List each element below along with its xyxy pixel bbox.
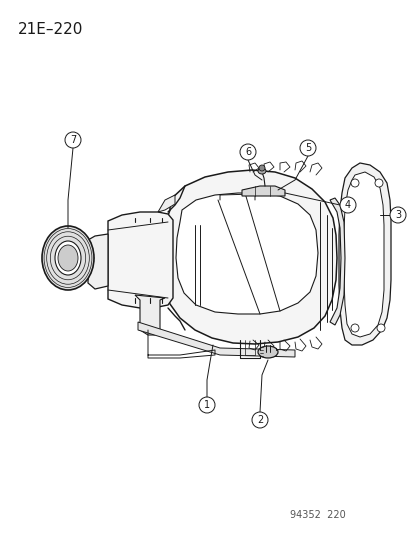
- Polygon shape: [88, 234, 108, 289]
- Polygon shape: [343, 172, 383, 337]
- Text: 94352  220: 94352 220: [289, 510, 345, 520]
- Polygon shape: [176, 193, 317, 314]
- Text: 7: 7: [70, 135, 76, 145]
- Ellipse shape: [257, 168, 266, 174]
- Circle shape: [240, 144, 255, 160]
- Polygon shape: [159, 170, 336, 344]
- Circle shape: [339, 197, 355, 213]
- Ellipse shape: [257, 346, 277, 358]
- Ellipse shape: [376, 324, 384, 332]
- Circle shape: [299, 140, 315, 156]
- Ellipse shape: [259, 165, 264, 171]
- Polygon shape: [138, 322, 294, 357]
- Polygon shape: [135, 295, 165, 335]
- Text: 21E–220: 21E–220: [18, 22, 83, 37]
- Text: 1: 1: [204, 400, 209, 410]
- Ellipse shape: [374, 179, 382, 187]
- Ellipse shape: [350, 179, 358, 187]
- Circle shape: [199, 397, 214, 413]
- Text: 3: 3: [394, 210, 400, 220]
- Text: 5: 5: [304, 143, 311, 153]
- Ellipse shape: [58, 245, 78, 271]
- Text: 6: 6: [244, 147, 250, 157]
- Polygon shape: [158, 195, 175, 212]
- Text: 2: 2: [256, 415, 263, 425]
- Ellipse shape: [55, 241, 81, 275]
- Ellipse shape: [350, 324, 358, 332]
- Polygon shape: [108, 212, 173, 308]
- Text: 4: 4: [344, 200, 350, 210]
- Circle shape: [389, 207, 405, 223]
- Polygon shape: [338, 163, 390, 345]
- Polygon shape: [329, 198, 344, 325]
- Polygon shape: [242, 186, 284, 196]
- Circle shape: [65, 132, 81, 148]
- Circle shape: [252, 412, 267, 428]
- Ellipse shape: [42, 226, 94, 290]
